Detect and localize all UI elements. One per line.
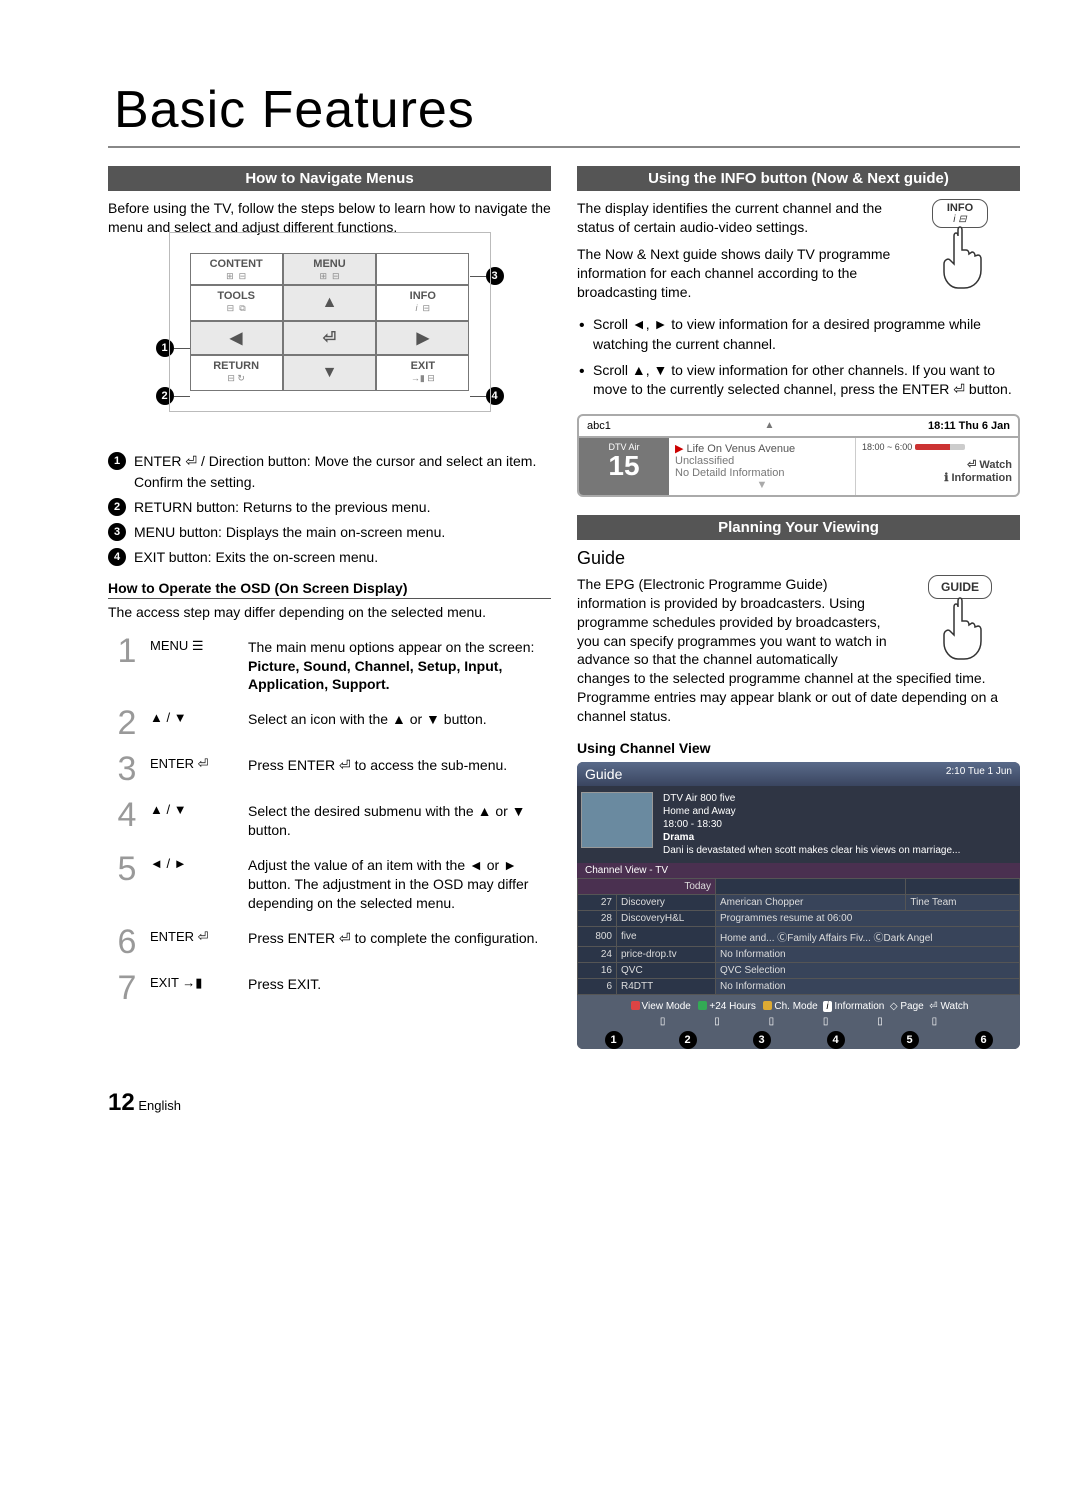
epg-panel: Guide 2:10 Tue 1 Jun DTV Air 800 five Ho… xyxy=(577,762,1020,1049)
table-row: 16QVCQVC Selection xyxy=(578,962,1020,978)
remote-btn-down: ▼ xyxy=(283,355,376,391)
table-row: 28DiscoveryH&LProgrammes resume at 06:00 xyxy=(578,910,1020,926)
callout-2: 2 xyxy=(156,387,174,405)
callout-3: 3 xyxy=(486,267,504,285)
hand-icon xyxy=(930,593,990,663)
table-row: 24price-drop.tvNo Information xyxy=(578,946,1020,962)
gp-time: 2:10 Tue 1 Jun xyxy=(946,766,1012,782)
nn-channel-name: abc1 xyxy=(587,420,611,432)
legend-bullet-3: 3 xyxy=(108,523,126,541)
right-column: Using the INFO button (Now & Next guide)… xyxy=(577,166,1020,1059)
osd-row-6: 6 ENTER ⏎ Press ENTER ⏎ to complete the … xyxy=(108,921,551,967)
table-row: 800fiveHome and... ⒸFamily Affairs Fiv..… xyxy=(578,926,1020,946)
callout-1: 1 xyxy=(156,339,174,357)
section-header-navigate: How to Navigate Menus xyxy=(108,166,551,191)
info-bullets: Scroll ◄, ► to view information for a de… xyxy=(577,315,1020,399)
guide-pill: GUIDE xyxy=(928,575,992,599)
left-column: How to Navigate Menus Before using the T… xyxy=(108,166,551,1059)
now-next-panel: abc1 ▲ 18:11 Thu 6 Jan DTV Air 15 ▶ Life… xyxy=(577,414,1020,497)
table-row: 27DiscoveryAmerican ChopperTine Team xyxy=(578,894,1020,910)
remote-diagram: 1 2 3 4 CONTENT⊞ ⊟ MENU⊞ ⊟ TOOLS⊟ ⧉ xyxy=(160,247,500,437)
remote-btn-tools: TOOLS⊟ ⧉ xyxy=(190,285,283,321)
two-column-layout: How to Navigate Menus Before using the T… xyxy=(108,166,1020,1059)
callout-4: 4 xyxy=(486,387,504,405)
osd-heading: How to Operate the OSD (On Screen Displa… xyxy=(108,580,551,599)
gp-section-label: Channel View - TV xyxy=(577,863,1020,878)
osd-row-5: 5 ◄ / ► Adjust the value of an item with… xyxy=(108,848,551,921)
remote-btn-enter: ⏎ xyxy=(283,321,376,355)
nn-programme: ▶ Life On Venus Avenue Unclassified No D… xyxy=(669,438,856,495)
osd-subtext: The access step may differ depending on … xyxy=(108,603,551,622)
nn-time: 18:11 Thu 6 Jan xyxy=(928,420,1010,432)
intro-text: Before using the TV, follow the steps be… xyxy=(108,199,551,237)
title-underline xyxy=(108,146,1020,148)
remote-btn-right: ▶ xyxy=(376,321,469,355)
osd-row-3: 3 ENTER ⏎ Press ENTER ⏎ to access the su… xyxy=(108,748,551,794)
guide-button-graphic: GUIDE xyxy=(900,575,1020,663)
legend-bullet-4: 4 xyxy=(108,548,126,566)
legend-bullet-1: 1 xyxy=(108,452,126,470)
osd-row-1: 1 MENU ☰ The main menu options appear on… xyxy=(108,630,551,703)
remote-btn-info: INFOi ⊟ xyxy=(376,285,469,321)
gp-programme-info: DTV Air 800 five Home and Away 18:00 - 1… xyxy=(657,788,966,861)
table-row: 6R4DTTNo Information xyxy=(578,978,1020,994)
section-header-planning: Planning Your Viewing xyxy=(577,515,1020,540)
section-header-info: Using the INFO button (Now & Next guide) xyxy=(577,166,1020,191)
remote-btn-exit: EXIT→▮ ⊟ xyxy=(376,355,469,391)
osd-row-2: 2 ▲ / ▼ Select an icon with the ▲ or ▼ b… xyxy=(108,702,551,748)
remote-btn-up: ▲ xyxy=(283,285,376,321)
legend-bullet-2: 2 xyxy=(108,498,126,516)
remote-btn-return: RETURN⊟ ↻ xyxy=(190,355,283,391)
page-number: 12 xyxy=(108,1089,135,1116)
manual-page: Basic Features How to Navigate Menus Bef… xyxy=(0,0,1080,1157)
gp-thumbnail xyxy=(581,792,653,848)
remote-legend: 1ENTER ⏎ / Direction button: Move the cu… xyxy=(108,451,551,568)
hand-icon xyxy=(930,222,990,292)
gp-callout-numbers: 123456 xyxy=(577,1031,1020,1049)
remote-btn-menu: MENU⊞ ⊟ xyxy=(283,253,376,285)
gp-channel-table: Today 27DiscoveryAmerican ChopperTine Te… xyxy=(577,878,1020,995)
remote-btn-left: ◀ xyxy=(190,321,283,355)
nn-channel-box: DTV Air 15 xyxy=(579,438,669,495)
using-channel-view: Using Channel View xyxy=(577,740,1020,756)
page-title: Basic Features xyxy=(108,80,1020,140)
nn-actions: 18:00 ~ 6:00 ⏎ Watch ℹ Information xyxy=(856,438,1018,495)
gp-title: Guide xyxy=(585,766,622,782)
info-pill: INFOi ⊟ xyxy=(932,199,988,228)
guide-heading: Guide xyxy=(577,548,1020,569)
remote-btn-blank xyxy=(376,253,469,285)
osd-row-4: 4 ▲ / ▼ Select the desired submenu with … xyxy=(108,794,551,848)
page-language: English xyxy=(138,1098,181,1113)
info-button-graphic: INFOi ⊟ xyxy=(900,199,1020,292)
osd-steps-table: 1 MENU ☰ The main menu options appear on… xyxy=(108,630,551,1013)
osd-row-7: 7 EXIT →▮ Press EXIT. xyxy=(108,967,551,1013)
page-footer: 12 English xyxy=(108,1089,1020,1117)
remote-btn-content: CONTENT⊞ ⊟ xyxy=(190,253,283,285)
